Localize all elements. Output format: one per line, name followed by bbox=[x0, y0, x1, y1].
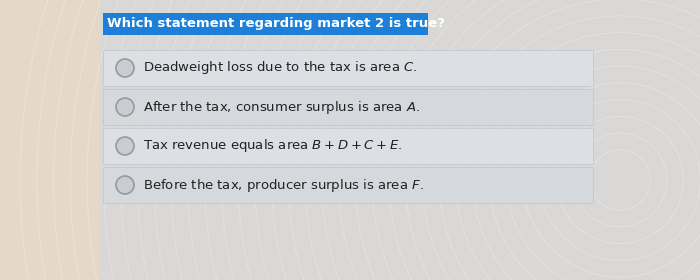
Circle shape bbox=[116, 176, 134, 194]
Text: Which statement regarding market 2 is true?: Which statement regarding market 2 is tr… bbox=[107, 17, 445, 31]
Text: After the tax, consumer surplus is area $A$.: After the tax, consumer surplus is area … bbox=[143, 99, 420, 115]
FancyBboxPatch shape bbox=[103, 50, 593, 86]
Circle shape bbox=[116, 137, 134, 155]
FancyBboxPatch shape bbox=[103, 167, 593, 203]
Circle shape bbox=[116, 59, 134, 77]
Text: Before the tax, producer surplus is area $F$.: Before the tax, producer surplus is area… bbox=[143, 176, 424, 193]
Text: Tax revenue equals area $B + D + C + E$.: Tax revenue equals area $B + D + C + E$. bbox=[143, 137, 402, 155]
FancyBboxPatch shape bbox=[103, 128, 593, 164]
Circle shape bbox=[116, 98, 134, 116]
Text: Deadweight loss due to the tax is area $C$.: Deadweight loss due to the tax is area $… bbox=[143, 60, 417, 76]
FancyBboxPatch shape bbox=[103, 89, 593, 125]
FancyBboxPatch shape bbox=[100, 0, 700, 280]
FancyBboxPatch shape bbox=[103, 13, 428, 35]
